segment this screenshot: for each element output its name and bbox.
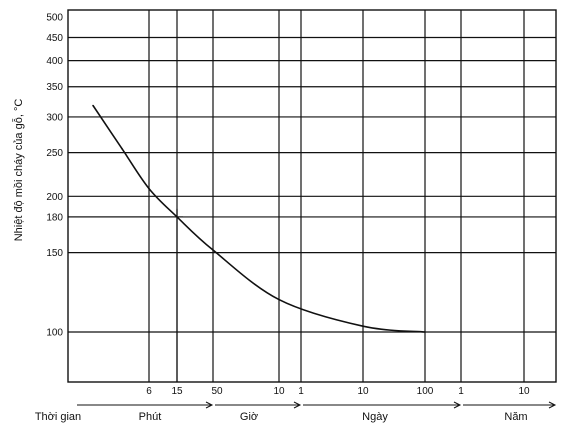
plot-frame xyxy=(67,9,557,383)
y-tick-label: 150 xyxy=(46,248,63,259)
segment-arrowhead xyxy=(205,401,214,409)
y-tick-label: 400 xyxy=(46,56,63,67)
y-tick-label: 100 xyxy=(46,328,63,339)
series-curve xyxy=(92,105,426,333)
curve-point-4 xyxy=(212,249,214,251)
x-tick-label: 10 xyxy=(518,386,530,397)
curve-point-0 xyxy=(92,104,94,107)
y-tick-label: 350 xyxy=(46,82,63,93)
x-tick-label: 6 xyxy=(146,386,152,397)
segment-arrowhead xyxy=(548,401,557,409)
segment-label: Năm xyxy=(504,411,527,423)
segment-label: Giờ xyxy=(240,411,258,423)
y-tick-label: 250 xyxy=(46,148,63,159)
x-tick-label: 15 xyxy=(171,386,183,397)
segment-arrowhead xyxy=(293,401,302,409)
curve-point-7 xyxy=(424,331,426,333)
x-tick-label: 1 xyxy=(458,386,464,397)
segment-arrowhead xyxy=(453,401,462,409)
x-tick-label: 1 xyxy=(298,386,304,397)
y-tick-label: 450 xyxy=(46,33,63,44)
x-tick-label: 10 xyxy=(357,386,369,397)
curve-point-6 xyxy=(362,325,364,328)
curve-point-1 xyxy=(121,147,123,150)
y-tick-label: 300 xyxy=(46,112,63,123)
curve-point-5 xyxy=(278,298,280,301)
curve-point-2 xyxy=(148,187,150,190)
grid xyxy=(68,10,556,382)
x-tick-label: 100 xyxy=(417,386,434,397)
axes xyxy=(67,9,557,409)
segment-label: Phút xyxy=(139,411,162,423)
segment-label: Ngày xyxy=(362,411,388,423)
x-tick-label: 50 xyxy=(211,386,223,397)
y-tick-label: 500 xyxy=(46,12,63,23)
y-tick-label: 180 xyxy=(46,212,63,223)
y-axis-label: Nhiệt độ mồi cháy của gỗ, °C xyxy=(12,99,25,242)
x-tick-label: 10 xyxy=(273,386,285,397)
curve-layer xyxy=(68,104,426,382)
x-axis-title: Thời gian xyxy=(35,411,81,423)
y-tick-label: 200 xyxy=(46,192,63,203)
